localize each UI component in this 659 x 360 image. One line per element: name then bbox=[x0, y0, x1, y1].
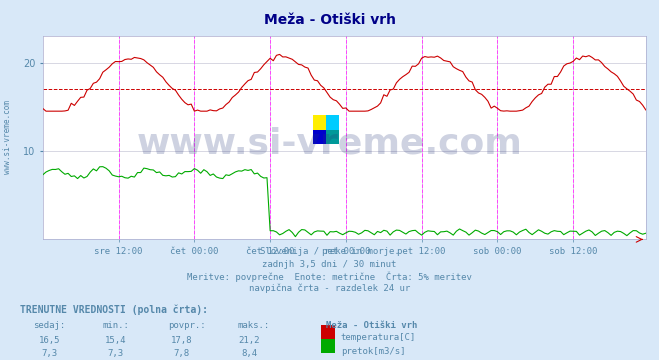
Text: min.:: min.: bbox=[102, 321, 129, 330]
Text: Slovenija / reke in morje.: Slovenija / reke in morje. bbox=[260, 247, 399, 256]
Text: Meža - Otiški vrh: Meža - Otiški vrh bbox=[264, 13, 395, 27]
Text: www.si-vreme.com: www.si-vreme.com bbox=[136, 127, 523, 161]
Text: pretok[m3/s]: pretok[m3/s] bbox=[341, 346, 405, 356]
Text: temperatura[C]: temperatura[C] bbox=[341, 333, 416, 342]
Text: 7,3: 7,3 bbox=[42, 349, 57, 358]
Text: 17,8: 17,8 bbox=[171, 336, 192, 345]
Text: 7,8: 7,8 bbox=[173, 349, 189, 358]
Bar bbox=[313, 130, 326, 144]
Text: 7,3: 7,3 bbox=[107, 349, 123, 358]
Text: Meritve: povprečne  Enote: metrične  Črta: 5% meritev: Meritve: povprečne Enote: metrične Črta:… bbox=[187, 272, 472, 282]
Text: zadnjh 3,5 dni / 30 minut: zadnjh 3,5 dni / 30 minut bbox=[262, 260, 397, 269]
Text: www.si-vreme.com: www.si-vreme.com bbox=[3, 100, 13, 174]
Text: 15,4: 15,4 bbox=[105, 336, 126, 345]
Text: TRENUTNE VREDNOSTI (polna črta):: TRENUTNE VREDNOSTI (polna črta): bbox=[20, 304, 208, 315]
Text: 21,2: 21,2 bbox=[239, 336, 260, 345]
Text: 8,4: 8,4 bbox=[241, 349, 257, 358]
Bar bbox=[326, 130, 339, 144]
Text: Meža - Otiški vrh: Meža - Otiški vrh bbox=[326, 321, 418, 330]
Bar bbox=[313, 115, 326, 130]
Bar bbox=[326, 115, 339, 130]
Text: sedaj:: sedaj: bbox=[33, 321, 65, 330]
Text: 16,5: 16,5 bbox=[39, 336, 60, 345]
Text: maks.:: maks.: bbox=[237, 321, 270, 330]
Text: navpična črta - razdelek 24 ur: navpična črta - razdelek 24 ur bbox=[249, 284, 410, 293]
Text: povpr.:: povpr.: bbox=[168, 321, 206, 330]
